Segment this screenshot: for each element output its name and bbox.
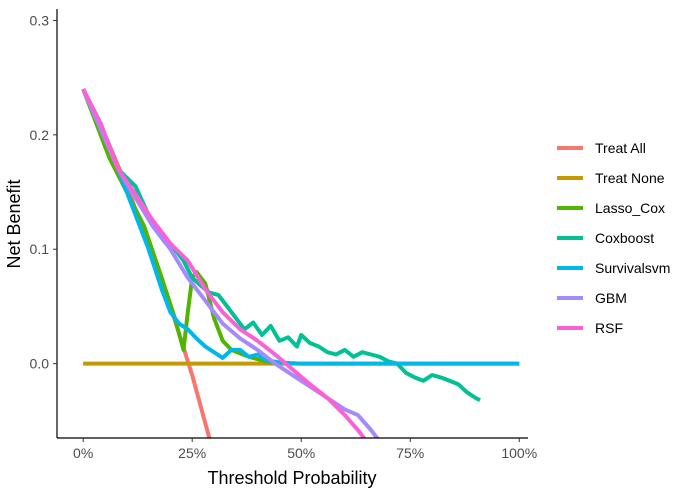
x-tick-label: 75%	[396, 445, 424, 461]
x-tick-label: 25%	[178, 445, 206, 461]
axes-group	[56, 9, 528, 439]
legend-label: RSF	[595, 320, 623, 336]
series-line-survivalsvm	[81, 88, 520, 366]
y-tick-label: 0.2	[30, 127, 50, 143]
y-tick-label: 0.3	[30, 12, 50, 28]
legend: Treat All Treat None Lasso_Cox Coxboost Surv…	[557, 140, 670, 336]
x-tick-label: 100%	[501, 445, 537, 461]
x-tick-group: 0% 25% 50% 75% 100%	[73, 438, 537, 461]
x-tick-label: 50%	[287, 445, 315, 461]
series-line-coxboost	[81, 88, 481, 402]
y-tick-label: 0.0	[30, 356, 50, 372]
series-line-rsf	[81, 88, 367, 438]
legend-label: Lasso_Cox	[595, 200, 665, 216]
y-axis-title: Net Benefit	[4, 179, 24, 268]
legend-label: Treat None	[595, 170, 665, 186]
legend-label: GBM	[595, 290, 627, 306]
series-line-gbm	[81, 88, 380, 438]
legend-label: Coxboost	[595, 230, 654, 246]
y-tick-group: 0.0 0.1 0.2 0.3	[30, 12, 57, 372]
legend-label: Treat All	[595, 140, 646, 156]
x-tick-label: 0%	[73, 445, 93, 461]
legend-label: Survivalsvm	[595, 260, 670, 276]
y-tick-label: 0.1	[30, 241, 50, 257]
x-axis-title: Threshold Probability	[207, 468, 376, 488]
series-line-lasso-cox	[81, 88, 280, 366]
plot-series-group	[81, 88, 520, 438]
